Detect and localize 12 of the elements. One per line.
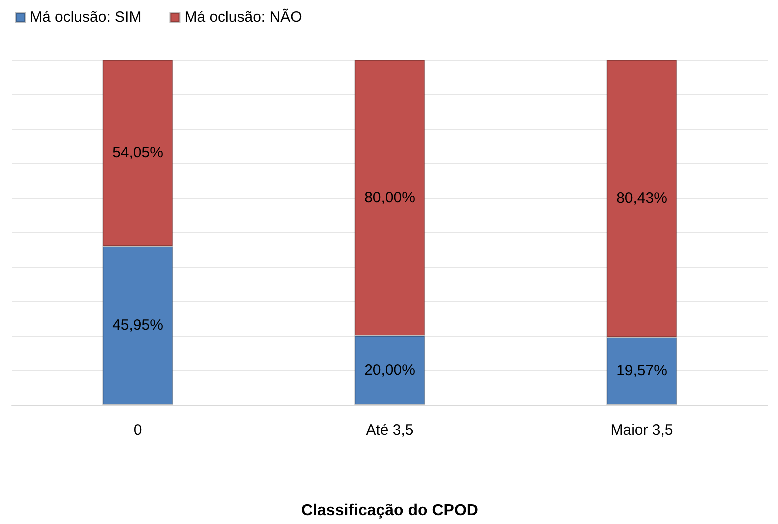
x-tick-label: Até 3,5 (366, 422, 414, 439)
data-label: 20,00% (364, 362, 416, 379)
legend-label: Má oclusão: SIM (30, 9, 142, 26)
x-axis-title: Classificação do CPOD (302, 502, 478, 520)
data-label: 19,57% (616, 362, 668, 380)
x-tick-label: 0 (134, 422, 142, 439)
data-label: 45,95% (112, 317, 164, 334)
data-label: 80,43% (616, 190, 668, 208)
data-label: 54,05% (112, 144, 164, 162)
data-label: 80,00% (364, 190, 416, 206)
x-tick-label: Maior 3,5 (610, 422, 674, 439)
legend-label: Má oclusão: NÃO (184, 8, 302, 26)
